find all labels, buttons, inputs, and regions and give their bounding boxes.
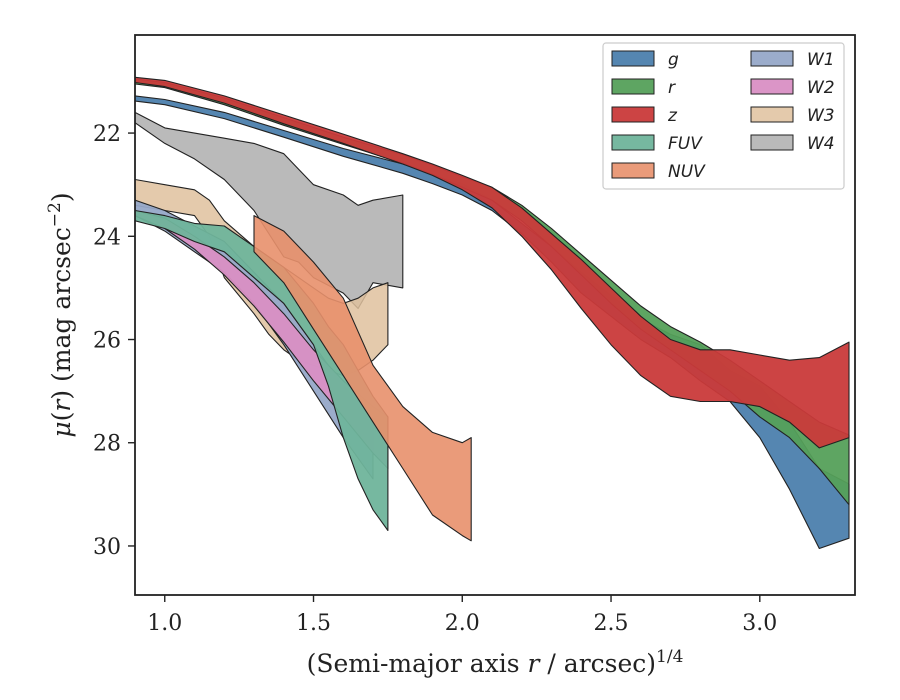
legend-swatch-r: [611, 78, 655, 95]
legend-swatch-w3: [750, 106, 794, 123]
y-tick-label: 30: [93, 535, 121, 560]
band-w4: [135, 111, 404, 310]
legend-label-w2: W2: [807, 78, 835, 98]
band-z: [135, 76, 850, 449]
legend: grz FUV NUV W1 W2 W3 W4: [602, 42, 845, 190]
plot-frame: [134, 34, 856, 596]
x-tick-label: 2.5: [594, 611, 629, 636]
y-tick-label: 24: [93, 225, 121, 250]
y-tick-label: 28: [93, 432, 121, 457]
x-tick-label: 1.0: [147, 611, 182, 636]
legend-swatch-w1: [750, 50, 794, 67]
legend-label-z: z: [667, 106, 678, 126]
legend-swatch-nuv: [611, 162, 655, 179]
x-tick-label: 2.0: [445, 611, 480, 636]
legend-swatch-g: [611, 50, 655, 67]
y-axis-ticks: 22 24 26 28 30: [93, 122, 135, 560]
band-nuv: [253, 215, 472, 542]
y-tick-label: 22: [93, 122, 121, 147]
legend-label-w3: W3: [807, 106, 835, 126]
legend-swatch-fuv: [611, 134, 655, 151]
legend-label-r: r: [668, 78, 676, 98]
x-axis-label: (Semi-major axis r / arcsec)1/4: [307, 647, 684, 678]
legend-label-w1: W1: [807, 50, 835, 70]
x-tick-label: 3.0: [742, 611, 777, 636]
legend-label-g: g: [668, 50, 679, 70]
x-tick-label: 1.5: [296, 611, 331, 636]
legend-swatch-w2: [750, 78, 794, 95]
legend-swatch-z: [611, 106, 655, 123]
y-axis-label: μ(r) (mag arcsec−2): [45, 192, 76, 437]
data-bands: [135, 76, 850, 550]
legend-label-fuv: FUV: [668, 134, 703, 154]
x-axis-ticks: 1.0 1.5 2.0 2.5 3.0: [147, 595, 777, 636]
legend-label-w4: W4: [807, 134, 835, 154]
legend-label-nuv: NUV: [668, 162, 706, 182]
y-tick-label: 26: [93, 329, 121, 354]
legend-swatch-w4: [750, 134, 794, 151]
